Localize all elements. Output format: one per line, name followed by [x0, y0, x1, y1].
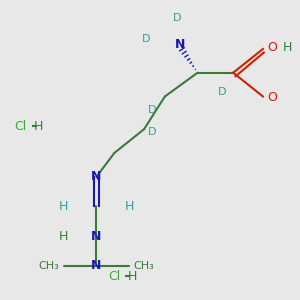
- Text: O: O: [267, 41, 277, 54]
- Text: N: N: [175, 38, 185, 51]
- Text: H: H: [59, 230, 68, 243]
- Text: Cl: Cl: [108, 270, 121, 283]
- Text: D: D: [218, 87, 226, 97]
- Text: CH₃: CH₃: [39, 261, 59, 271]
- Text: N: N: [91, 170, 102, 183]
- Text: D: D: [147, 105, 156, 115]
- Text: H: H: [128, 270, 137, 283]
- Text: H: H: [282, 41, 292, 54]
- Text: D: D: [147, 127, 156, 136]
- Text: H: H: [34, 120, 43, 133]
- Text: CH₃: CH₃: [134, 261, 154, 271]
- Text: D: D: [172, 13, 181, 23]
- Text: D: D: [142, 34, 150, 44]
- Text: N: N: [91, 230, 102, 243]
- Text: H: H: [124, 200, 134, 213]
- Text: N: N: [91, 260, 102, 272]
- Text: H: H: [59, 200, 68, 213]
- Text: O: O: [267, 92, 277, 104]
- Text: Cl: Cl: [15, 120, 27, 133]
